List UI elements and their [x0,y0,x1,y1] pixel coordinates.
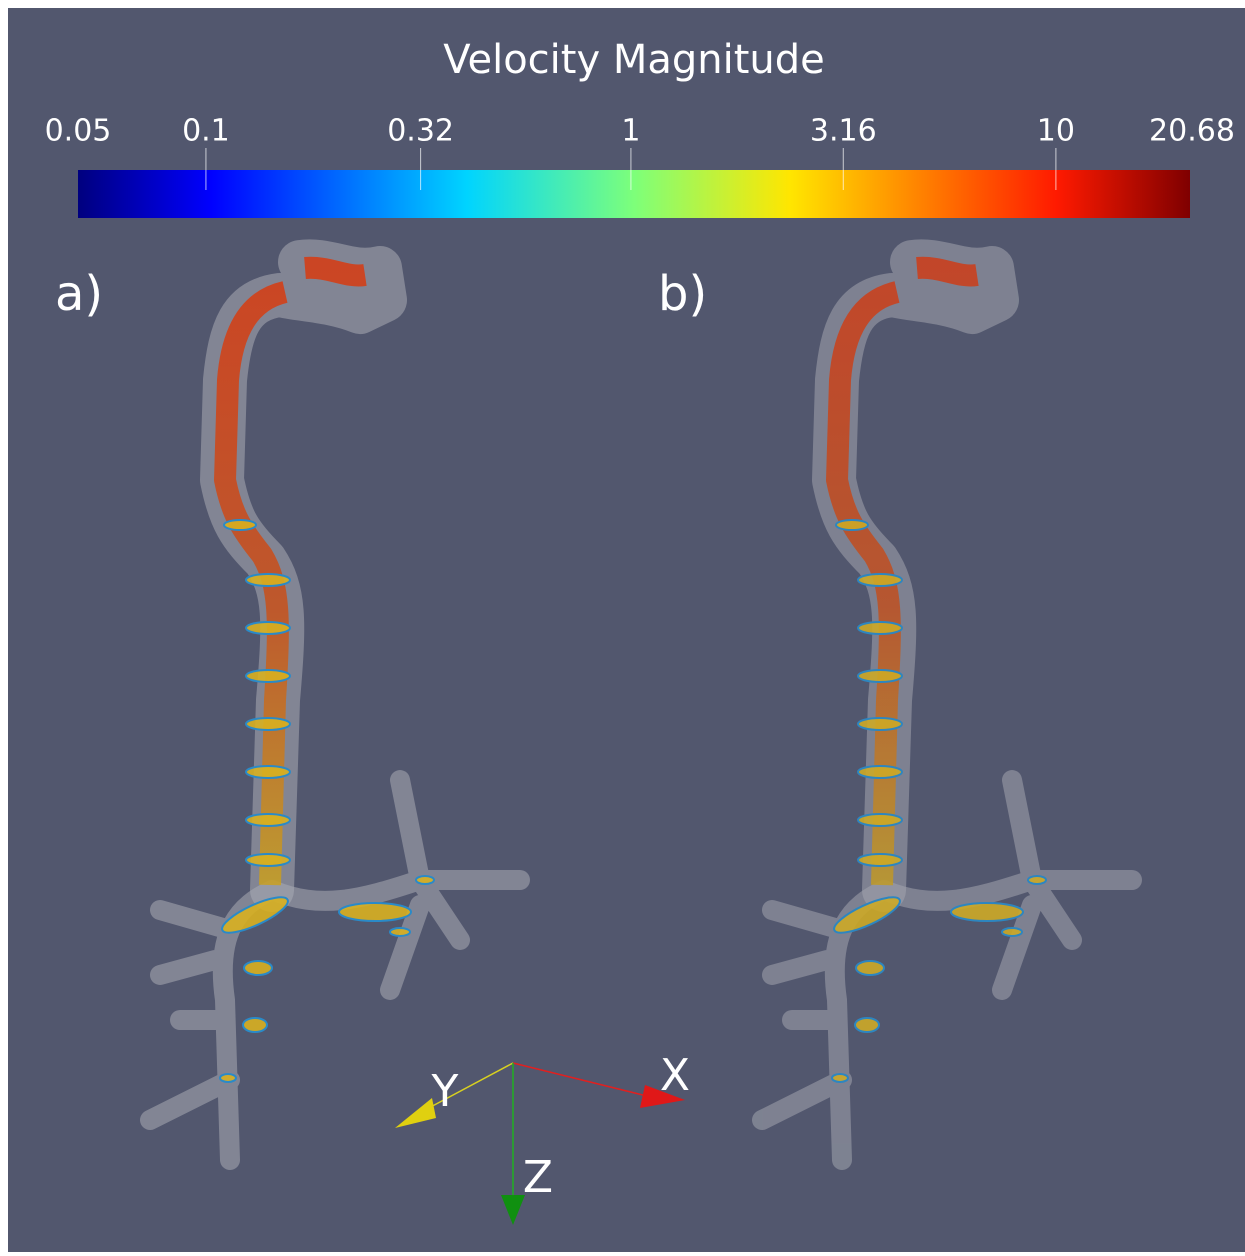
colorbar-end-label: 0.05 [45,114,112,149]
colorbar [78,170,1190,218]
axis-label: Y [431,1066,459,1117]
colorbar-tick-label: 3.16 [810,114,877,149]
panel-label: a) [55,266,103,322]
colorbar-tick-label: 0.32 [387,114,454,149]
axis-label: Z [523,1152,553,1203]
colorbar-ticks: 0.05 20.68 0.1 0.32 1 3.16 10 [45,114,1235,190]
colorbar-title: Velocity Magnitude [443,37,825,83]
axes-triad: X Y Z [395,1050,690,1225]
panel-label: b) [658,266,707,322]
colorbar-tick-label: 1 [621,114,640,149]
axis-label: X [660,1050,690,1101]
colorbar-tick-label: 0.1 [182,114,230,149]
colorbar-end-label: 20.68 [1149,114,1235,149]
colorbar-tick-label: 10 [1037,114,1075,149]
